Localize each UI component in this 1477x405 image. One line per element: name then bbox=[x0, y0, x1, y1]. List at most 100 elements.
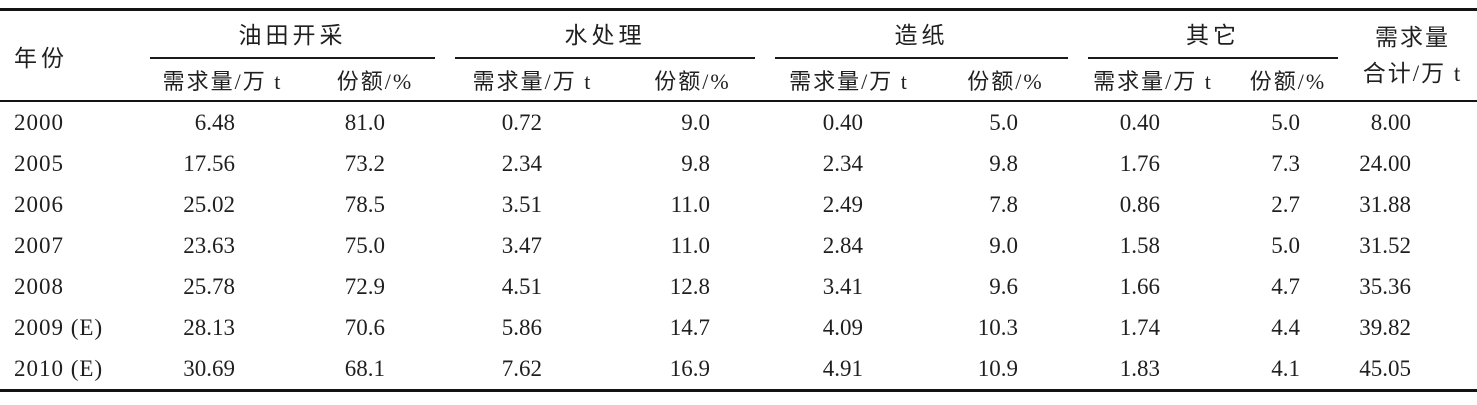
demand-cell: 3.41 bbox=[822, 273, 863, 299]
table-row: 2007 23.63 75.0 3.47 11.0 2.84 9.0 1.58 … bbox=[0, 225, 1477, 266]
water-demand-header: 需求量/万 t bbox=[445, 59, 620, 102]
total-cell: 39.82 bbox=[1359, 314, 1411, 340]
oilfield-share-header: 份额/% bbox=[305, 59, 445, 102]
group-header-other: 其它 bbox=[1078, 10, 1348, 59]
oilfield-demand-header: 需求量/万 t bbox=[140, 59, 305, 102]
demand-cell: 4.91 bbox=[822, 355, 863, 381]
year-cell: 2008 bbox=[14, 273, 64, 299]
share-cell: 68.1 bbox=[344, 355, 385, 381]
share-cell: 73.2 bbox=[344, 150, 385, 176]
table-row: 2010 (E) 30.69 68.1 7.62 16.9 4.91 10.9 … bbox=[0, 348, 1477, 391]
demand-cell: 17.56 bbox=[183, 150, 235, 176]
year-cell: 2010 (E) bbox=[14, 355, 104, 381]
demand-cell: 2.34 bbox=[501, 150, 542, 176]
year-cell: 2005 bbox=[14, 150, 64, 176]
demand-cell: 25.02 bbox=[183, 191, 235, 217]
demand-cell: 0.40 bbox=[1119, 109, 1160, 135]
demand-cell: 2.34 bbox=[822, 150, 863, 176]
total-cell: 24.00 bbox=[1359, 150, 1411, 176]
share-cell: 81.0 bbox=[344, 109, 385, 135]
share-cell: 7.3 bbox=[1271, 150, 1300, 176]
group-label-oilfield: 油田开采 bbox=[150, 11, 435, 59]
share-cell: 9.0 bbox=[989, 232, 1018, 258]
demand-cell: 3.51 bbox=[501, 191, 542, 217]
year-cell: 2006 bbox=[14, 191, 64, 217]
demand-cell: 6.48 bbox=[194, 109, 235, 135]
share-cell: 14.7 bbox=[669, 314, 710, 340]
share-cell: 9.8 bbox=[681, 150, 710, 176]
share-cell: 12.8 bbox=[669, 273, 710, 299]
total-header-line2: 合计/万 t bbox=[1362, 60, 1463, 86]
year-cell: 2007 bbox=[14, 232, 64, 258]
demand-cell: 1.74 bbox=[1119, 314, 1160, 340]
share-cell: 5.0 bbox=[1271, 232, 1300, 258]
total-column-header: 需求量 合计/万 t bbox=[1348, 9, 1477, 102]
sub-header-row: 需求量/万 t 份额/% 需求量/万 t 份额/% 需求量/万 t 份额/% 需… bbox=[0, 59, 1477, 102]
demand-cell: 1.58 bbox=[1119, 232, 1160, 258]
group-label-other: 其它 bbox=[1088, 11, 1338, 59]
total-header-line1: 需求量 bbox=[1375, 24, 1450, 50]
share-cell: 4.7 bbox=[1271, 273, 1300, 299]
demand-cell: 1.66 bbox=[1119, 273, 1160, 299]
other-demand-header: 需求量/万 t bbox=[1078, 59, 1228, 102]
table-body: 2000 6.48 81.0 0.72 9.0 0.40 5.0 0.40 5.… bbox=[0, 101, 1477, 391]
share-cell: 70.6 bbox=[344, 314, 385, 340]
water-share-header: 份额/% bbox=[620, 59, 765, 102]
share-cell: 9.6 bbox=[989, 273, 1018, 299]
share-cell: 16.9 bbox=[669, 355, 710, 381]
table-row: 2005 17.56 73.2 2.34 9.8 2.34 9.8 1.76 7… bbox=[0, 143, 1477, 184]
share-cell: 72.9 bbox=[344, 273, 385, 299]
share-cell: 4.1 bbox=[1271, 355, 1300, 381]
table-row: 2008 25.78 72.9 4.51 12.8 3.41 9.6 1.66 … bbox=[0, 266, 1477, 307]
group-header-papermaking: 造纸 bbox=[765, 10, 1078, 59]
demand-cell: 0.40 bbox=[822, 109, 863, 135]
paper-share-header: 份额/% bbox=[933, 59, 1078, 102]
other-share-header: 份额/% bbox=[1228, 59, 1348, 102]
share-cell: 75.0 bbox=[344, 232, 385, 258]
group-header-oilfield: 油田开采 bbox=[140, 10, 445, 59]
year-column-header: 年份 bbox=[0, 9, 140, 102]
group-label-papermaking: 造纸 bbox=[775, 11, 1068, 59]
year-cell: 2009 (E) bbox=[14, 314, 104, 340]
total-cell: 45.05 bbox=[1359, 355, 1411, 381]
group-header-water-treatment: 水处理 bbox=[445, 10, 765, 59]
table-header: 年份 油田开采 水处理 造纸 其它 需求量 合计/万 t bbox=[0, 9, 1477, 102]
demand-cell: 0.86 bbox=[1119, 191, 1160, 217]
demand-share-table: 年份 油田开采 水处理 造纸 其它 需求量 合计/万 t bbox=[0, 8, 1477, 392]
paper-demand-header: 需求量/万 t bbox=[765, 59, 933, 102]
total-cell: 31.88 bbox=[1359, 191, 1411, 217]
demand-cell: 23.63 bbox=[183, 232, 235, 258]
table-row: 2009 (E) 28.13 70.6 5.86 14.7 4.09 10.3 … bbox=[0, 307, 1477, 348]
table-row: 2006 25.02 78.5 3.51 11.0 2.49 7.8 0.86 … bbox=[0, 184, 1477, 225]
table-row: 2000 6.48 81.0 0.72 9.0 0.40 5.0 0.40 5.… bbox=[0, 101, 1477, 143]
share-cell: 9.8 bbox=[989, 150, 1018, 176]
share-cell: 5.0 bbox=[989, 109, 1018, 135]
demand-cell: 1.83 bbox=[1119, 355, 1160, 381]
group-label-water-treatment: 水处理 bbox=[455, 11, 755, 59]
total-cell: 8.00 bbox=[1370, 109, 1411, 135]
group-header-row: 年份 油田开采 水处理 造纸 其它 需求量 合计/万 t bbox=[0, 9, 1477, 102]
total-cell: 35.36 bbox=[1359, 273, 1411, 299]
total-cell: 31.52 bbox=[1359, 232, 1411, 258]
demand-cell: 30.69 bbox=[183, 355, 235, 381]
demand-cell: 2.49 bbox=[822, 191, 863, 217]
year-cell: 2000 bbox=[14, 109, 64, 135]
share-cell: 10.3 bbox=[977, 314, 1018, 340]
demand-cell: 3.47 bbox=[501, 232, 542, 258]
share-cell: 78.5 bbox=[344, 191, 385, 217]
demand-cell: 5.86 bbox=[501, 314, 542, 340]
share-cell: 5.0 bbox=[1271, 109, 1300, 135]
share-cell: 10.9 bbox=[977, 355, 1018, 381]
demand-cell: 0.72 bbox=[501, 109, 542, 135]
share-cell: 7.8 bbox=[989, 191, 1018, 217]
demand-cell: 7.62 bbox=[501, 355, 542, 381]
share-cell: 11.0 bbox=[670, 191, 710, 217]
share-cell: 9.0 bbox=[681, 109, 710, 135]
share-cell: 11.0 bbox=[670, 232, 710, 258]
share-cell: 4.4 bbox=[1271, 314, 1300, 340]
share-cell: 2.7 bbox=[1271, 191, 1300, 217]
demand-cell: 25.78 bbox=[183, 273, 235, 299]
demand-cell: 1.76 bbox=[1119, 150, 1160, 176]
demand-cell: 28.13 bbox=[183, 314, 235, 340]
